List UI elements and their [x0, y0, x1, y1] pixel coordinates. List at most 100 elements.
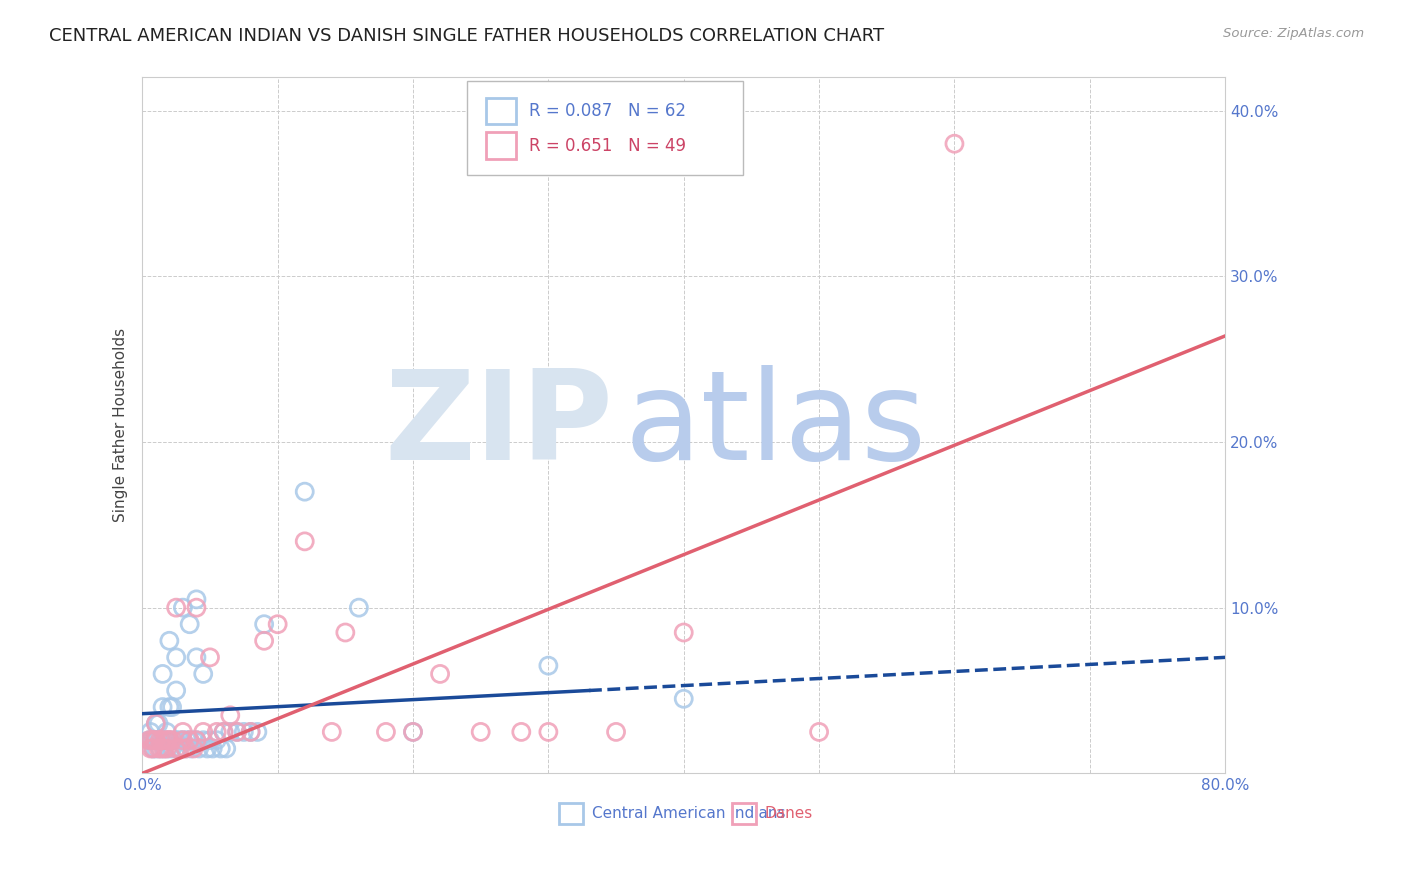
- Point: [232, 725, 254, 739]
- Point: [172, 725, 194, 739]
- Point: [165, 741, 187, 756]
- Point: [470, 725, 492, 739]
- Text: ZIP: ZIP: [385, 365, 613, 486]
- Point: [179, 617, 201, 632]
- Point: [195, 741, 218, 756]
- Point: [347, 600, 370, 615]
- Text: R = 0.087   N = 62: R = 0.087 N = 62: [529, 102, 686, 120]
- Point: [375, 725, 398, 739]
- Point: [205, 725, 228, 739]
- Point: [141, 733, 163, 747]
- Y-axis label: Single Father Households: Single Father Households: [114, 328, 128, 523]
- Point: [193, 725, 215, 739]
- Point: [152, 733, 174, 747]
- Bar: [485, 132, 516, 159]
- Point: [142, 741, 165, 756]
- Point: [155, 733, 177, 747]
- Text: Source: ZipAtlas.com: Source: ZipAtlas.com: [1223, 27, 1364, 40]
- Point: [143, 733, 166, 747]
- Point: [193, 667, 215, 681]
- Point: [157, 633, 180, 648]
- Point: [402, 725, 425, 739]
- Point: [148, 741, 170, 756]
- Point: [212, 725, 235, 739]
- Bar: [485, 97, 516, 124]
- Point: [219, 725, 242, 739]
- Point: [402, 725, 425, 739]
- Point: [335, 625, 357, 640]
- Point: [157, 733, 180, 747]
- Bar: [733, 804, 756, 824]
- Point: [672, 625, 695, 640]
- Point: [138, 733, 160, 747]
- Point: [510, 725, 533, 739]
- Point: [174, 741, 197, 756]
- Point: [165, 683, 187, 698]
- Point: [186, 600, 208, 615]
- Point: [246, 725, 269, 739]
- Point: [142, 741, 165, 756]
- Point: [152, 667, 174, 681]
- Point: [605, 725, 627, 739]
- FancyBboxPatch shape: [467, 81, 744, 175]
- Point: [153, 741, 176, 756]
- Point: [808, 725, 831, 739]
- Point: [239, 725, 262, 739]
- Point: [139, 741, 162, 756]
- Point: [157, 733, 180, 747]
- Point: [160, 700, 183, 714]
- Point: [172, 733, 194, 747]
- Point: [209, 741, 232, 756]
- Point: [155, 733, 177, 747]
- Point: [253, 617, 276, 632]
- Text: R = 0.651   N = 49: R = 0.651 N = 49: [529, 136, 686, 154]
- Text: Central American Indians: Central American Indians: [592, 806, 785, 822]
- Point: [201, 741, 224, 756]
- Point: [160, 741, 183, 756]
- Point: [172, 600, 194, 615]
- Point: [149, 733, 172, 747]
- Point: [179, 733, 201, 747]
- Point: [174, 741, 197, 756]
- Point: [239, 725, 262, 739]
- Point: [186, 733, 208, 747]
- Point: [138, 733, 160, 747]
- Point: [163, 733, 186, 747]
- Point: [156, 741, 179, 756]
- Point: [145, 733, 167, 747]
- Bar: [560, 804, 583, 824]
- Point: [226, 725, 249, 739]
- Point: [537, 725, 560, 739]
- Point: [165, 650, 187, 665]
- Point: [153, 741, 176, 756]
- Point: [152, 733, 174, 747]
- Point: [145, 716, 167, 731]
- Point: [143, 733, 166, 747]
- Point: [176, 733, 198, 747]
- Point: [169, 733, 191, 747]
- Point: [205, 733, 228, 747]
- Point: [186, 592, 208, 607]
- Point: [226, 725, 249, 739]
- Point: [165, 733, 187, 747]
- Point: [321, 725, 343, 739]
- Point: [145, 741, 167, 756]
- Point: [183, 741, 205, 756]
- Point: [148, 716, 170, 731]
- Point: [186, 650, 208, 665]
- Point: [156, 725, 179, 739]
- Point: [193, 733, 215, 747]
- Point: [266, 617, 288, 632]
- Point: [139, 725, 162, 739]
- Point: [157, 700, 180, 714]
- Point: [180, 741, 202, 756]
- Point: [537, 658, 560, 673]
- Point: [150, 741, 173, 756]
- Point: [152, 700, 174, 714]
- Point: [183, 733, 205, 747]
- Point: [186, 733, 208, 747]
- Point: [943, 136, 966, 151]
- Point: [165, 600, 187, 615]
- Point: [169, 741, 191, 756]
- Point: [294, 484, 316, 499]
